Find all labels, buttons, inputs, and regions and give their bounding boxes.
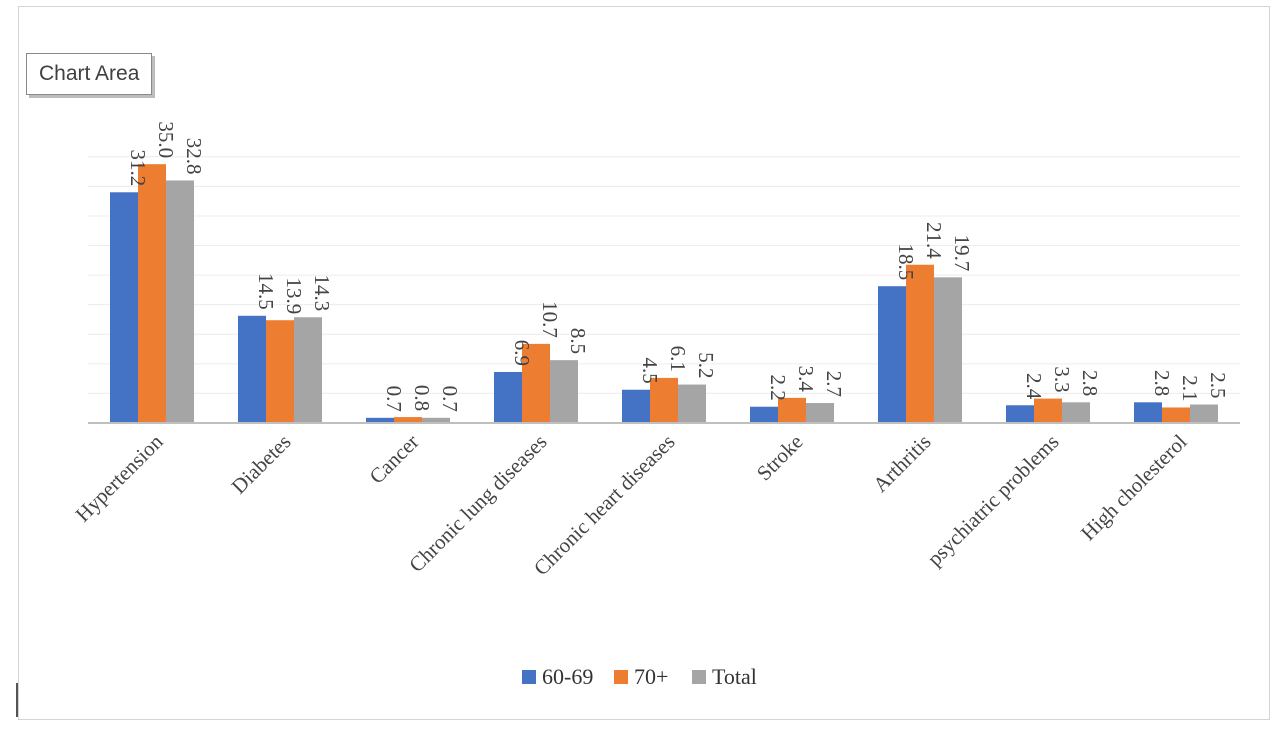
bar-Total-Chronic lung diseases bbox=[550, 360, 578, 423]
data-label: 2.7 bbox=[822, 371, 846, 397]
data-label: 5.2 bbox=[694, 352, 718, 378]
legend[interactable]: 60-69 70+ Total bbox=[522, 664, 757, 689]
data-label: 3.3 bbox=[1050, 366, 1074, 392]
bar-60-69-Arthritis bbox=[878, 286, 906, 423]
data-label: 35.0 bbox=[154, 121, 178, 158]
bar-70+-Hypertension bbox=[138, 164, 166, 423]
data-label: 0.7 bbox=[382, 386, 406, 412]
data-label: 18.5 bbox=[894, 243, 918, 280]
data-label: 8.5 bbox=[566, 328, 590, 354]
bar-Total-Hypertension bbox=[166, 180, 194, 423]
bar-Total-Chronic heart diseases bbox=[678, 384, 706, 423]
text-cursor bbox=[16, 683, 18, 717]
bars bbox=[110, 164, 1218, 423]
data-label: 6.9 bbox=[510, 340, 534, 366]
data-label: 0.7 bbox=[438, 386, 462, 412]
legend-swatch-70+ bbox=[614, 670, 628, 684]
data-label: 14.3 bbox=[310, 275, 334, 312]
bar-70+-Chronic heart diseases bbox=[650, 377, 678, 423]
chart-area-tooltip: Chart Area bbox=[26, 53, 153, 95]
data-label: 13.9 bbox=[282, 277, 306, 314]
data-labels: 31.235.0 32.8 14.5 13.9 14.3 0.7 0.8 0.7 6.910.7… bbox=[126, 121, 1230, 411]
bar-Total-Stroke bbox=[806, 403, 834, 423]
bar-Total-Diabetes bbox=[294, 317, 322, 423]
bar-60-69-Chronic lung diseases bbox=[494, 371, 522, 423]
category-tick-label: psychiatric problems bbox=[922, 430, 1063, 571]
bar-Total-Cancer bbox=[422, 417, 450, 423]
bar-70+-Stroke bbox=[778, 397, 806, 423]
legend-swatch-60-69 bbox=[522, 670, 536, 684]
bar-Total-High cholesterol bbox=[1190, 404, 1218, 423]
data-label: 2.8 bbox=[1078, 370, 1102, 396]
chart-area[interactable] bbox=[18, 6, 1270, 720]
bar-60-69-Hypertension bbox=[110, 192, 138, 423]
bar-60-69-Cancer bbox=[366, 417, 394, 423]
bar-70+-Chronic lung diseases bbox=[522, 343, 550, 423]
bar-60-69-High cholesterol bbox=[1134, 402, 1162, 423]
bar-60-69-Chronic heart diseases bbox=[622, 389, 650, 423]
legend-entry-Total: Total bbox=[712, 664, 757, 689]
bar-Total-psychiatric problems bbox=[1062, 402, 1090, 423]
category-tick-label: Arthritis bbox=[868, 430, 935, 497]
bar-70+-Cancer bbox=[394, 417, 422, 423]
data-label: 31.2 bbox=[126, 150, 150, 187]
bar-70+-Arthritis bbox=[906, 264, 934, 423]
data-label: 21.4 bbox=[922, 222, 946, 259]
legend-entry-60-69: 60-69 bbox=[542, 664, 593, 689]
data-label: 2.4 bbox=[1022, 373, 1046, 400]
data-label: 2.8 bbox=[1150, 370, 1174, 396]
data-label: 0.8 bbox=[410, 385, 434, 411]
data-label: 2.5 bbox=[1206, 372, 1230, 398]
bar-60-69-Stroke bbox=[750, 406, 778, 423]
bar-Total-Arthritis bbox=[934, 277, 962, 423]
data-label: 10.7 bbox=[538, 301, 562, 338]
category-tick-label: Hypertension bbox=[71, 429, 168, 526]
data-label: 14.5 bbox=[254, 273, 278, 310]
data-label: 6.1 bbox=[666, 346, 690, 372]
bar-70+-High cholesterol bbox=[1162, 407, 1190, 423]
bar-70+-Diabetes bbox=[266, 320, 294, 423]
category-tick-label: Diabetes bbox=[227, 430, 296, 499]
category-tick-label: Chronic heart diseases bbox=[529, 430, 680, 581]
bar-60-69-Diabetes bbox=[238, 315, 266, 423]
data-label: 4.5 bbox=[638, 357, 662, 383]
bar-60-69-psychiatric problems bbox=[1006, 405, 1034, 423]
data-label: 2.1 bbox=[1178, 375, 1202, 401]
legend-entry-70+: 70+ bbox=[634, 664, 668, 689]
category-tick-label: Chronic lung diseases bbox=[404, 430, 551, 577]
bar-70+-psychiatric problems bbox=[1034, 398, 1062, 423]
data-label: 3.4 bbox=[794, 366, 818, 393]
data-label: 32.8 bbox=[182, 138, 206, 175]
category-tick-label: Cancer bbox=[365, 430, 424, 489]
data-label: 19.7 bbox=[950, 235, 974, 272]
data-label: 2.2 bbox=[766, 374, 790, 400]
category-tick-label: High cholesterol bbox=[1076, 429, 1192, 545]
legend-swatch-Total bbox=[692, 670, 706, 684]
category-tick-label: Stroke bbox=[752, 430, 808, 486]
